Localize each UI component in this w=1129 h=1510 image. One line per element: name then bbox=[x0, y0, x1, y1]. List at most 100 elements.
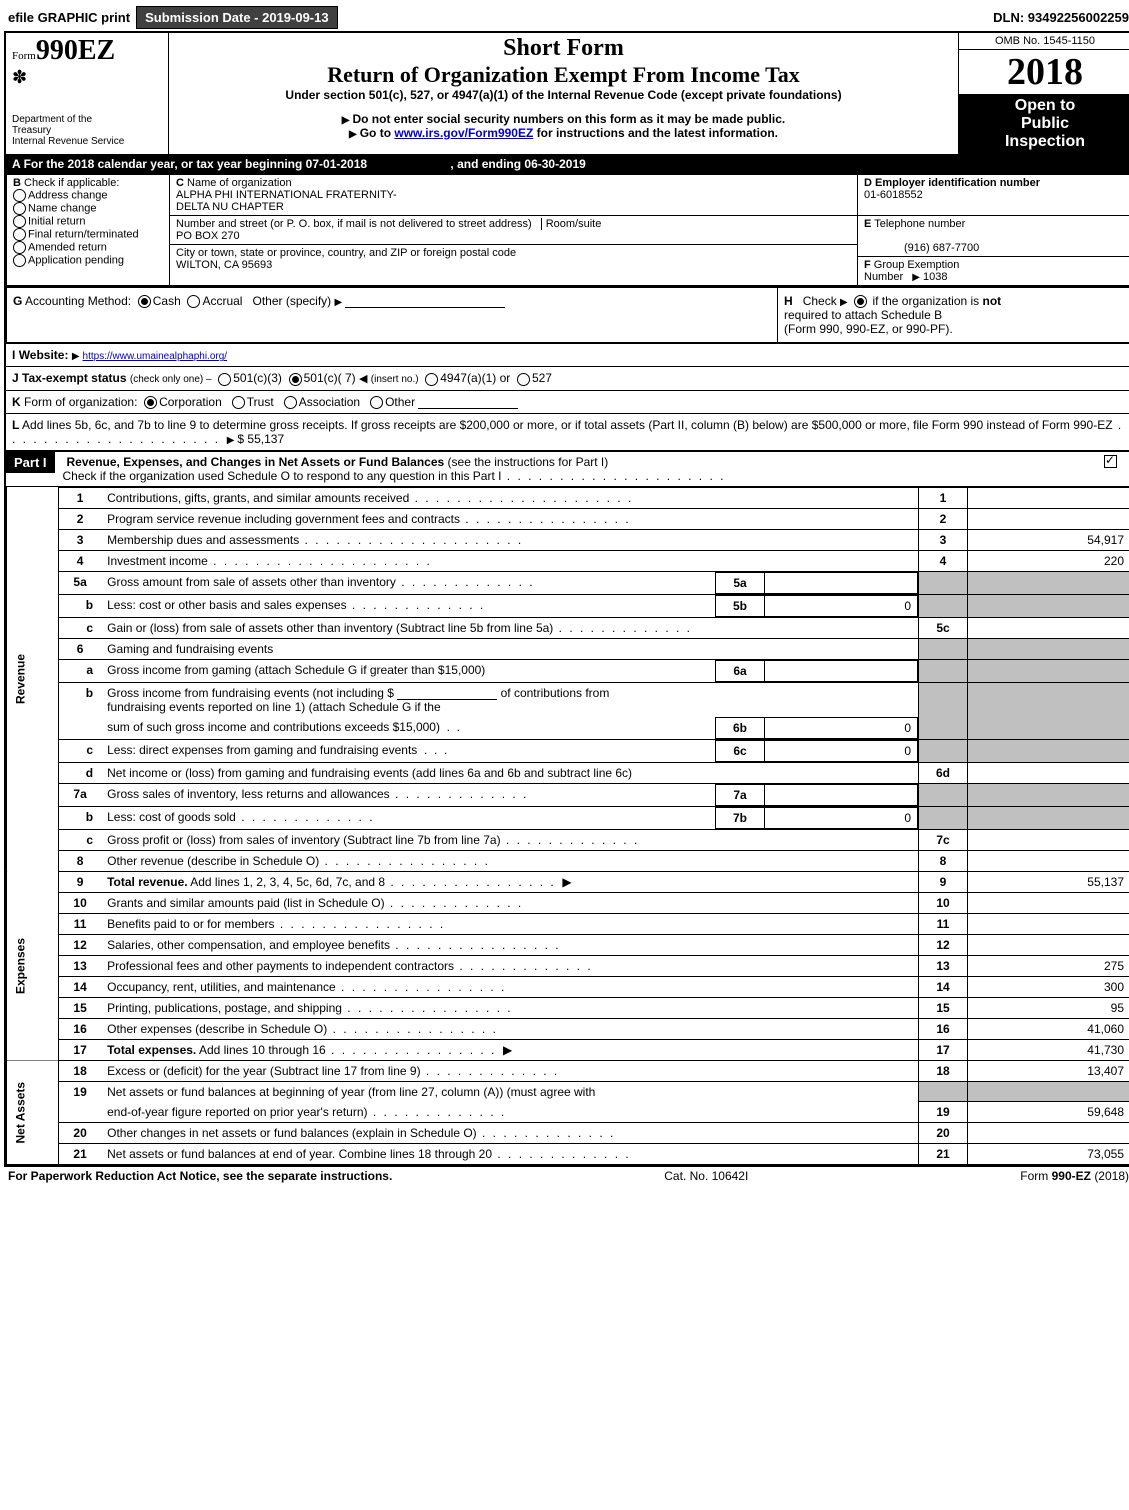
line-6b-amount-field[interactable] bbox=[397, 687, 497, 700]
cash-checkbox[interactable] bbox=[138, 295, 151, 308]
address-label: Number and street (or P. O. box, if mail… bbox=[176, 218, 532, 230]
line-2-num: 2 bbox=[59, 508, 102, 529]
initial-return-checkbox[interactable] bbox=[13, 215, 26, 228]
4947-checkbox[interactable] bbox=[425, 373, 438, 386]
amended-return-checkbox[interactable] bbox=[13, 241, 26, 254]
line-6b-sv: 0 bbox=[765, 717, 918, 738]
name-change-checkbox[interactable] bbox=[13, 202, 26, 215]
line-15-desc: Printing, publications, postage, and shi… bbox=[101, 997, 918, 1018]
line-5a-sv bbox=[765, 572, 918, 593]
schedule-o-checkbox[interactable] bbox=[1104, 455, 1117, 468]
line-18-num: 18 bbox=[59, 1060, 102, 1081]
line-6c-num: c bbox=[59, 739, 102, 762]
line-6b-num: b bbox=[59, 682, 102, 739]
line-11-val bbox=[968, 913, 1129, 934]
line-7b-num: b bbox=[59, 806, 102, 829]
required-text: required to attach Schedule B bbox=[784, 308, 942, 322]
line-11-num: 11 bbox=[59, 913, 102, 934]
number-label: Number bbox=[864, 271, 903, 283]
section-a-end: , and ending 06-30-2019 bbox=[450, 157, 585, 171]
line-4-num: 4 bbox=[59, 550, 102, 571]
form-prefix: Form bbox=[12, 50, 36, 62]
other-org-checkbox[interactable] bbox=[370, 396, 383, 409]
form-number-block: Form990EZ bbox=[12, 35, 162, 67]
irs-link[interactable]: www.irs.gov/Form990EZ bbox=[394, 126, 533, 140]
part-i-title: Revenue, Expenses, and Changes in Net As… bbox=[63, 455, 445, 469]
line-5c-desc: Gain or (loss) from sale of assets other… bbox=[101, 617, 918, 638]
line-5b-val-shaded bbox=[968, 594, 1129, 617]
line-15-rn: 15 bbox=[919, 997, 968, 1018]
city-value: WILTON, CA 95693 bbox=[176, 259, 272, 271]
name-change-label: Name change bbox=[28, 202, 97, 214]
ssn-warning-text: Do not enter social security numbers on … bbox=[352, 112, 785, 126]
form-word: Form bbox=[1020, 1169, 1048, 1183]
section-i-label: I bbox=[12, 348, 15, 362]
line-5a-rn-shaded bbox=[919, 571, 968, 594]
form-footer-label: Form 990-EZ (2018) bbox=[1020, 1169, 1129, 1183]
line-9-desc2: Add lines 1, 2, 3, 4, 5c, 6d, 7c, and 8 bbox=[188, 875, 556, 889]
line-5a-sn: 5a bbox=[716, 572, 765, 593]
line-19-num: 19 bbox=[59, 1081, 102, 1123]
line-6d-desc: Net income or (loss) from gaming and fun… bbox=[101, 762, 918, 783]
inspection-text: Inspection bbox=[963, 133, 1127, 151]
other-specify-field[interactable] bbox=[345, 295, 505, 308]
schedule-b-checkbox[interactable] bbox=[854, 295, 867, 308]
line-14-desc: Occupancy, rent, utilities, and maintena… bbox=[101, 976, 918, 997]
expenses-label: Expenses bbox=[7, 871, 59, 1060]
line-21-num: 21 bbox=[59, 1144, 102, 1165]
association-label: Association bbox=[299, 395, 360, 409]
line-10-rn: 10 bbox=[919, 892, 968, 913]
association-checkbox[interactable] bbox=[284, 396, 297, 409]
final-return-checkbox[interactable] bbox=[13, 228, 26, 241]
line-8-num: 8 bbox=[59, 850, 102, 871]
goto-prefix: Go to bbox=[360, 126, 395, 140]
other-org-field[interactable] bbox=[418, 396, 518, 409]
line-16-desc: Other expenses (describe in Schedule O) bbox=[101, 1018, 918, 1039]
line-18-rn: 18 bbox=[919, 1060, 968, 1081]
line-8-rn: 8 bbox=[919, 850, 968, 871]
room-suite-label: Room/suite bbox=[541, 218, 602, 230]
line-6-num: 6 bbox=[59, 638, 102, 659]
line-19-rn: 19 bbox=[919, 1102, 968, 1123]
accrual-label: Accrual bbox=[202, 294, 242, 308]
501c-checkbox[interactable] bbox=[289, 373, 302, 386]
check-only-one: (check only one) – bbox=[130, 374, 212, 385]
address-change-checkbox[interactable] bbox=[13, 189, 26, 202]
line-7a-sv bbox=[765, 784, 918, 805]
trust-checkbox[interactable] bbox=[232, 396, 245, 409]
line-2-desc: Program service revenue including govern… bbox=[101, 508, 918, 529]
address-change-label: Address change bbox=[28, 189, 108, 201]
line-6a-rn-shaded bbox=[919, 659, 968, 682]
line-3-rn: 3 bbox=[919, 529, 968, 550]
catalog-number: Cat. No. 10642I bbox=[664, 1169, 748, 1183]
line-8-desc: Other revenue (describe in Schedule O) bbox=[101, 850, 918, 871]
amended-return-label: Amended return bbox=[28, 241, 107, 253]
line-10-num: 10 bbox=[59, 892, 102, 913]
accrual-checkbox[interactable] bbox=[187, 295, 200, 308]
501c3-checkbox[interactable] bbox=[218, 373, 231, 386]
527-label: 527 bbox=[532, 371, 552, 385]
org-name-label: Name of organization bbox=[187, 177, 292, 189]
line-6-rn-shaded bbox=[919, 638, 968, 659]
final-return-label: Final return/terminated bbox=[28, 228, 139, 240]
line-2-val bbox=[968, 508, 1129, 529]
other-specify-label: Other (specify) bbox=[252, 294, 331, 308]
dln-number: DLN: 93492256002259 bbox=[993, 10, 1129, 25]
line-15-val: 95 bbox=[968, 997, 1129, 1018]
website-link[interactable]: https://www.umainealphaphi.org/ bbox=[83, 351, 228, 362]
line-11-rn: 11 bbox=[919, 913, 968, 934]
527-checkbox[interactable] bbox=[517, 373, 530, 386]
line-6c-sv: 0 bbox=[765, 740, 918, 761]
line-18-desc: Excess or (deficit) for the year (Subtra… bbox=[101, 1060, 918, 1081]
corporation-checkbox[interactable] bbox=[144, 396, 157, 409]
line-16-val: 41,060 bbox=[968, 1018, 1129, 1039]
net-assets-label: Net Assets bbox=[7, 1060, 59, 1165]
application-pending-checkbox[interactable] bbox=[13, 254, 26, 267]
return-title: Return of Organization Exempt From Incom… bbox=[175, 62, 952, 88]
line-10-desc: Grants and similar amounts paid (list in… bbox=[101, 892, 918, 913]
line-6b-val-shaded bbox=[968, 682, 1129, 739]
line-13-rn: 13 bbox=[919, 955, 968, 976]
line-6d-rn: 6d bbox=[919, 762, 968, 783]
section-d-label: D bbox=[864, 177, 872, 189]
ein-value: 01-6018552 bbox=[864, 189, 923, 201]
